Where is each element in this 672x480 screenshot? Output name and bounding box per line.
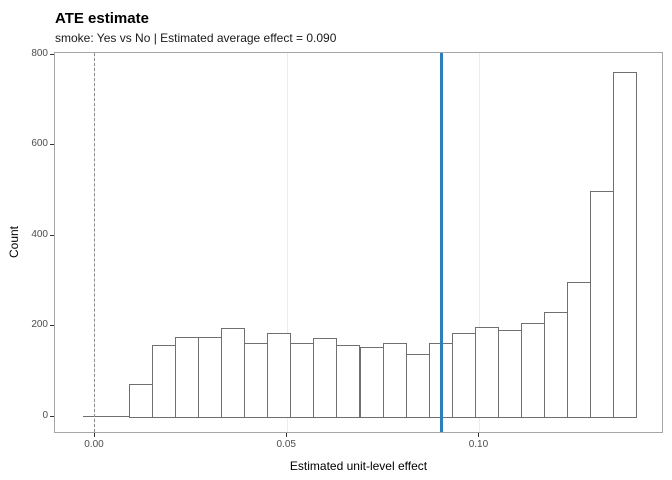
y-axis-tick <box>50 53 54 55</box>
histogram-bar <box>313 337 338 418</box>
x-axis-tick <box>478 433 480 437</box>
histogram-bar <box>567 281 592 418</box>
histogram-bar <box>198 337 223 418</box>
y-tick-label: 800 <box>31 47 48 59</box>
x-axis-tick <box>93 433 95 437</box>
histogram-bar <box>474 327 499 418</box>
y-axis-tick <box>50 144 54 146</box>
histogram-bar <box>128 383 153 418</box>
histogram-bar <box>290 343 315 418</box>
histogram-bar <box>544 312 569 418</box>
histogram-bar <box>336 344 361 418</box>
major-gridline-x <box>478 53 480 432</box>
histogram-bar <box>497 330 522 418</box>
major-gridline-x <box>286 53 288 432</box>
x-axis-tick <box>286 433 288 437</box>
histogram-bar <box>520 322 546 418</box>
histogram-bar <box>590 190 615 418</box>
y-tick-label: 600 <box>31 138 48 150</box>
histogram-bar <box>221 327 246 418</box>
y-tick-label: 400 <box>31 228 48 240</box>
histogram-bar <box>151 344 176 418</box>
histogram-bar <box>405 353 430 418</box>
histogram-bar <box>613 71 638 418</box>
x-tick-label: 0.05 <box>276 439 296 450</box>
x-tick-label: 0.10 <box>468 439 489 450</box>
histogram-bar <box>359 347 384 418</box>
y-axis-title: Count <box>7 225 21 259</box>
histogram-bar <box>174 337 200 418</box>
y-tick-label: 200 <box>31 319 48 331</box>
y-tick-label: 0 <box>42 409 48 421</box>
histogram-bar <box>267 333 292 418</box>
zero-reference-line <box>94 53 96 432</box>
y-axis-tick <box>50 234 54 236</box>
x-tick-label: 0.00 <box>84 439 104 450</box>
histogram-bar <box>382 343 407 418</box>
y-axis-tick <box>50 325 54 327</box>
y-axis-tick <box>50 415 54 417</box>
x-axis-title: Estimated unit-level effect <box>289 459 428 473</box>
average-effect-line <box>439 53 443 432</box>
plot-panel <box>54 52 663 433</box>
histogram-bar <box>244 342 269 418</box>
chart-title: ATE estimate <box>55 10 149 27</box>
chart-subtitle: smoke: Yes vs No | Estimated average eff… <box>55 31 337 45</box>
histogram-bar <box>451 332 476 418</box>
